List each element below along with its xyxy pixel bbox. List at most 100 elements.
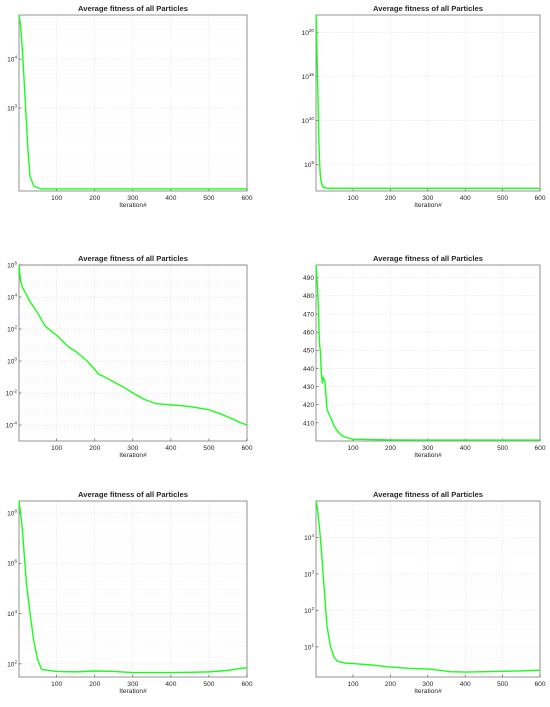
x-tick-label: 300 — [127, 195, 138, 202]
y-tick-label: 100 — [7, 356, 17, 365]
y-tick-label: 106 — [7, 559, 17, 568]
x-tick-label: 100 — [348, 681, 359, 688]
y-tick-exponent: 4 — [14, 609, 17, 614]
y-tick-exponent: 5 — [311, 160, 314, 165]
y-tick-exponent: 0 — [14, 356, 17, 361]
x-tick-label: 300 — [127, 445, 138, 452]
y-tick-exponent: -4 — [13, 420, 18, 425]
y-tick-exponent: 4 — [14, 292, 17, 297]
y-tick-label: 105 — [304, 160, 314, 169]
x-tick-label: 100 — [348, 195, 359, 202]
x-axis-label: Iteration# — [119, 452, 147, 459]
series-line — [315, 14, 540, 190]
chart-title: Average fitness of all Particles — [78, 490, 188, 499]
x-axis-label: Iteration# — [119, 202, 147, 209]
x-tick-label: 100 — [51, 681, 62, 688]
plot-frame — [315, 500, 541, 678]
series-line — [18, 500, 248, 674]
y-tick-label: 10-4 — [6, 420, 18, 429]
y-tick-exponent: 2 — [14, 659, 17, 664]
y-tick-exponent: 8 — [14, 508, 17, 513]
series-line — [18, 264, 248, 426]
y-tick-label: 1020 — [302, 28, 315, 37]
x-tick-label: 600 — [534, 681, 545, 688]
series-line — [315, 264, 540, 441]
x-tick-label: 400 — [460, 681, 471, 688]
chart-4: 410 420 430 440 450 460 470 480 490 100 200 300 400 5… — [303, 254, 546, 459]
y-tick-exponent: -2 — [13, 388, 18, 393]
y-tick-exponent: 1 — [311, 642, 314, 647]
x-tick-label: 500 — [203, 681, 214, 688]
x-axis-label: Iteration# — [414, 452, 442, 459]
y-tick-label: 410 — [303, 420, 314, 427]
x-tick-label: 100 — [348, 445, 359, 452]
chart-title: Average fitness of all Particles — [373, 490, 483, 499]
y-tick-exponent: 6 — [14, 559, 17, 564]
y-tick-label: 108 — [7, 508, 17, 517]
y-tick-label: 104 — [7, 292, 17, 301]
y-tick-exponent: 3 — [311, 569, 314, 574]
x-tick-label: 300 — [127, 681, 138, 688]
y-tick-exponent: 15 — [309, 72, 315, 77]
x-tick-label: 300 — [422, 681, 433, 688]
y-tick-exponent: 2 — [14, 324, 17, 329]
y-tick-label: 490 — [303, 275, 314, 282]
x-tick-label: 200 — [89, 445, 100, 452]
chart-title: Average fitness of all Particles — [78, 254, 188, 263]
y-tick-label: 102 — [7, 659, 17, 668]
y-tick-exponent: 2 — [311, 606, 314, 611]
y-tick-label: 106 — [7, 260, 17, 269]
x-tick-label: 400 — [165, 195, 176, 202]
y-tick-label: 102 — [304, 606, 314, 615]
x-tick-label: 200 — [89, 681, 100, 688]
y-tick-label: 104 — [7, 609, 17, 618]
series-line — [315, 500, 541, 673]
y-tick-exponent: 3 — [14, 103, 17, 108]
chart-3: 10-4 10-2 100 102 104 106 100 200 300 400 500 600 Av… — [6, 254, 253, 459]
plot-frame — [18, 264, 248, 442]
chart-title: Average fitness of all Particles — [373, 4, 483, 13]
y-tick-exponent: 4 — [311, 533, 314, 538]
x-tick-label: 400 — [165, 681, 176, 688]
x-tick-label: 100 — [51, 445, 62, 452]
x-tick-label: 300 — [422, 195, 433, 202]
x-tick-label: 500 — [203, 445, 214, 452]
y-tick-exponent: 6 — [14, 260, 17, 265]
plot-frame — [18, 500, 248, 678]
x-tick-label: 200 — [89, 195, 100, 202]
x-axis-label: Iteration# — [119, 688, 147, 695]
x-tick-label: 600 — [241, 195, 252, 202]
x-tick-label: 400 — [460, 445, 471, 452]
chart-title: Average fitness of all Particles — [78, 4, 188, 13]
x-tick-label: 500 — [203, 195, 214, 202]
x-tick-label: 200 — [385, 445, 396, 452]
y-tick-label: 10-2 — [6, 388, 18, 397]
x-tick-label: 500 — [497, 681, 508, 688]
y-tick-label: 480 — [303, 293, 314, 300]
x-axis-label: Iteration# — [414, 688, 442, 695]
y-tick-exponent: 10 — [309, 116, 315, 121]
x-tick-label: 600 — [241, 681, 252, 688]
y-tick-label: 440 — [303, 366, 314, 373]
chart-title: Average fitness of all Particles — [373, 254, 483, 263]
y-tick-label: 104 — [7, 55, 17, 64]
x-tick-label: 500 — [497, 445, 508, 452]
x-tick-label: 500 — [497, 195, 508, 202]
x-tick-label: 100 — [51, 195, 62, 202]
series-line — [18, 14, 247, 190]
x-tick-label: 600 — [534, 195, 545, 202]
chart-1: 103 104 100 200 300 400 500 600 Average fitness … — [7, 4, 253, 209]
y-tick-label: 470 — [303, 311, 314, 318]
y-tick-label: 103 — [7, 103, 17, 112]
y-tick-label: 1015 — [302, 72, 315, 81]
y-tick-label: 104 — [304, 533, 314, 542]
y-tick-label: 101 — [304, 642, 314, 651]
x-tick-label: 600 — [534, 445, 545, 452]
y-tick-exponent: 20 — [309, 28, 315, 33]
x-tick-label: 400 — [165, 445, 176, 452]
x-axis-label: Iteration# — [414, 202, 442, 209]
y-tick-label: 420 — [303, 402, 314, 409]
y-tick-label: 1010 — [302, 116, 315, 125]
